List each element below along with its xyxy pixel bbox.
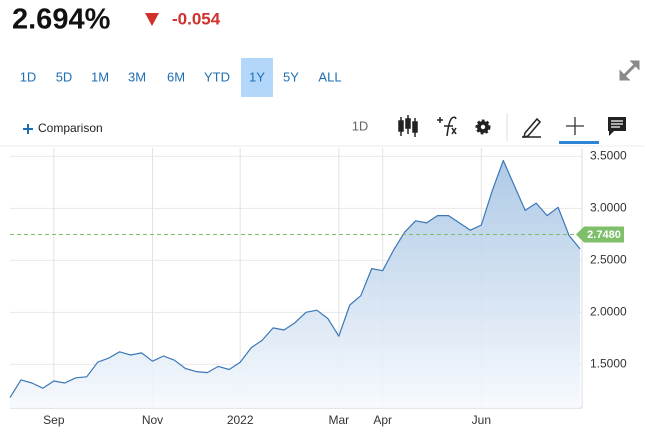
chart: 1.5000 2.0000 2.5000 3.0000 3.5000 Sep Nov 2022… xyxy=(9,148,627,427)
settings-icon[interactable] xyxy=(475,119,491,135)
x-tick-label: Jun xyxy=(472,413,491,427)
down-arrow xyxy=(145,13,159,26)
range-button[interactable]: ALL xyxy=(318,69,341,84)
active-tool-underline xyxy=(559,141,599,144)
y-tick-label: 2.0000 xyxy=(590,304,627,318)
selected-range-bg xyxy=(241,58,273,97)
x-tick-label: Mar xyxy=(329,413,350,427)
range-button[interactable]: 5D xyxy=(56,69,73,84)
area xyxy=(10,160,580,408)
range-button[interactable]: YTD xyxy=(204,69,230,84)
price: 2.694% xyxy=(12,4,111,36)
y-tick-label: 2.5000 xyxy=(590,252,627,266)
y-tick-label: 3.0000 xyxy=(590,200,627,214)
crosshair-icon[interactable] xyxy=(566,117,584,135)
line xyxy=(9,159,581,398)
indicator-icon[interactable] xyxy=(437,116,457,137)
y-tick-label: 1.5000 xyxy=(590,356,627,370)
reference-tag xyxy=(576,226,624,243)
reference-label: 2.7480 xyxy=(587,229,621,241)
range-button[interactable]: 6M xyxy=(167,69,185,84)
range-button[interactable]: 3M xyxy=(128,69,146,84)
y-tick-label: 3.5000 xyxy=(590,148,627,162)
range-button[interactable]: 1D xyxy=(20,69,37,84)
comparison-label: Comparison xyxy=(38,121,103,135)
range-bar: 1D 5D 1M 3M 6M YTD 1Y 5Y ALL xyxy=(20,58,342,97)
change: -0.054 xyxy=(172,9,221,28)
expand-icon[interactable] xyxy=(619,60,640,81)
draw-icon[interactable] xyxy=(522,117,542,139)
x-tick-label: Nov xyxy=(142,413,163,427)
interval-button[interactable]: 1D xyxy=(352,118,369,133)
candle-icon[interactable] xyxy=(398,115,418,137)
range-button[interactable]: 1Y xyxy=(249,69,265,84)
comparison-button[interactable]: Comparison xyxy=(23,121,103,135)
x-tick-label: Sep xyxy=(43,413,65,427)
range-button[interactable]: 5Y xyxy=(283,69,299,84)
x-tick-label: Apr xyxy=(373,413,392,427)
range-button[interactable]: 1M xyxy=(91,69,109,84)
plus-icon xyxy=(23,124,33,134)
comment-icon[interactable] xyxy=(608,117,626,136)
x-tick-label: 2022 xyxy=(227,413,254,427)
